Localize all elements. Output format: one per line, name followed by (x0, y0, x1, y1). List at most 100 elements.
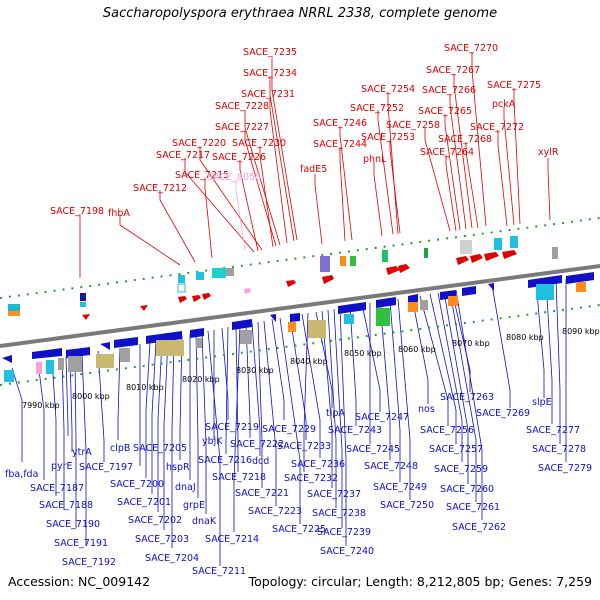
gene-label: SACE_7249 (373, 482, 427, 493)
gene-label: SACE_7270 (444, 43, 498, 54)
gene-label: SACE_7236 (291, 459, 345, 470)
gene-label: ytrA (72, 447, 92, 458)
gene-arrow (202, 293, 211, 300)
gene-label: fhbA (108, 208, 130, 219)
leader-line (179, 335, 183, 460)
gene-label: grpE (183, 500, 205, 511)
gene-label: SACE_7275 (487, 80, 541, 91)
leader-line (451, 290, 471, 392)
leader-line (443, 291, 469, 484)
gene-label: SACE_7218 (212, 472, 266, 483)
gene-arrow (398, 264, 410, 273)
gene-label: SACE_7268 (438, 134, 492, 145)
reverse-outer-guide (0, 304, 600, 386)
leader-line (449, 290, 477, 502)
gene-label: pckA (492, 99, 516, 110)
gene-label: dcd (252, 456, 269, 467)
kbp-tick: 8070 kbp (452, 339, 490, 348)
gene-label: SACE_7192 (62, 557, 116, 568)
leader-line (555, 279, 561, 444)
leader-line (199, 146, 263, 251)
gene-label: SACE_7211 (192, 566, 246, 577)
leader-line (184, 158, 255, 253)
leader-line (271, 318, 285, 420)
gene-label: nos (418, 404, 435, 415)
gene-label: SACE_7254 (361, 84, 415, 95)
leader-line (221, 327, 229, 420)
leader-line (171, 337, 175, 548)
gene-label: SACE_7252 (350, 103, 404, 114)
gene-arrow (286, 280, 296, 287)
leader-line (453, 74, 473, 229)
gene-label: phnL (363, 154, 387, 165)
gene-label: SACE_7239 (317, 527, 371, 538)
gene-label: SACE_7231 (241, 89, 295, 100)
gene-label: SACE_7219 (205, 422, 259, 433)
leader-line (389, 140, 401, 234)
gene-label: SACE_7244 (313, 139, 367, 150)
leader-line (269, 76, 295, 242)
leader-line (163, 338, 169, 530)
gene-label: SACE_7260 (440, 484, 494, 495)
kbp-tick: 8080 kbp (506, 333, 544, 342)
leader-line (301, 313, 321, 458)
leader-line (303, 312, 309, 472)
gene-arrow (146, 331, 182, 344)
leader-line (503, 107, 515, 226)
gene-label: SACE_7240 (320, 546, 374, 557)
gene-arrow (232, 319, 252, 330)
highlight-gene (244, 288, 251, 294)
gene-label: SACE_7223 (248, 506, 302, 517)
leader-line (11, 367, 23, 462)
genome-track (0, 217, 600, 386)
gene-label: SACE_7247 (355, 412, 409, 423)
leader-line (263, 320, 277, 506)
gene-label: SACE_7221 (235, 488, 289, 499)
leader-line (157, 339, 163, 512)
gene-label: dnaJ (175, 482, 196, 493)
leader-line (61, 357, 65, 510)
leader-line (97, 350, 105, 462)
gene-label: SACE_7198 (50, 206, 104, 217)
leader-line (51, 359, 57, 496)
leader-line (269, 96, 288, 244)
gene-arrow (178, 296, 187, 303)
kbp-tick: 7990 kbp (22, 401, 60, 410)
kbp-tick: 8050 kbp (344, 349, 382, 358)
gene-label: SACE_7226 (212, 152, 266, 163)
leader-line (245, 323, 251, 438)
gene-label: SACE_7202 (128, 515, 182, 526)
reverse-leader-lines (11, 279, 567, 566)
gene-label: SACE_7233 (277, 441, 331, 452)
leader-line (239, 160, 259, 252)
kbp-ticks: 7990 kbp 8000 kbp 8010 kbp 8020 kbp 8030… (22, 327, 600, 410)
gene-label: SACE_7201 (117, 497, 171, 508)
leader-line (424, 128, 451, 232)
gene-arrow (462, 286, 476, 296)
leader-line (339, 147, 346, 242)
leader-line (207, 330, 221, 566)
leader-line (379, 300, 391, 460)
leader-line (333, 308, 343, 528)
gene-label: SACE_7232 (284, 473, 338, 484)
accession-text: Accession: NC_009142 (8, 574, 151, 589)
gene-label: SACE_7190 (46, 519, 100, 530)
map-title: Saccharopolyspora erythraea NRRL 2338, c… (102, 6, 498, 21)
gene-label: SACE_7215 (175, 170, 229, 181)
leader-line (235, 325, 239, 472)
gene-label: xylR (538, 147, 559, 158)
leader-line (471, 52, 487, 227)
leader-line (279, 317, 301, 524)
leader-line (259, 146, 274, 248)
gene-label: SACE_7243 (328, 425, 382, 436)
gene-arrow (192, 295, 201, 302)
gene-label: clpB (110, 443, 130, 454)
gene-label: SACE_7197 (79, 462, 133, 473)
gene-arrow (290, 313, 300, 322)
gene-label: SACE_7230 (232, 138, 286, 149)
leader-line (204, 178, 213, 259)
leader-line (257, 321, 263, 488)
gene-arrow (114, 337, 138, 348)
gene-arrow (100, 342, 110, 350)
